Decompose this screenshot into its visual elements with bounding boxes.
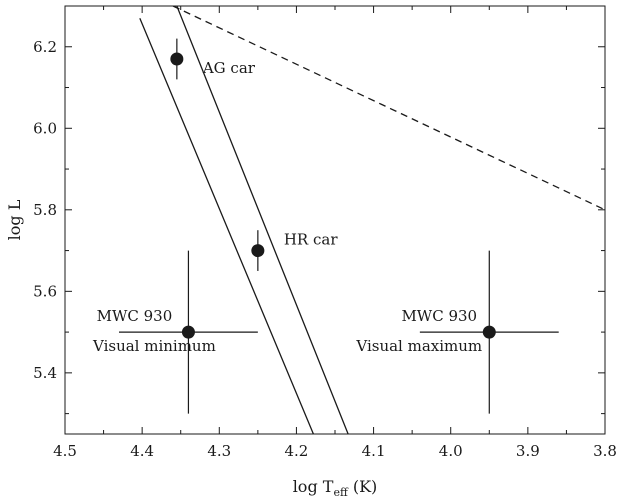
y-tick-label: 6.0 bbox=[33, 119, 57, 137]
point-label: HR car bbox=[284, 231, 338, 249]
point-label: MWC 930 bbox=[97, 307, 173, 325]
data-point bbox=[251, 244, 265, 258]
y-axis-title: log L bbox=[5, 199, 24, 240]
data-point bbox=[181, 325, 195, 339]
x-tick-label: 4.3 bbox=[207, 442, 231, 460]
solid-line bbox=[176, 6, 349, 434]
x-tick-label: 4.1 bbox=[362, 442, 386, 460]
x-tick-label: 3.9 bbox=[516, 442, 540, 460]
x-tick-label: 3.8 bbox=[593, 442, 617, 460]
x-tick-label: 4.4 bbox=[130, 442, 154, 460]
data-point bbox=[170, 52, 184, 66]
x-axis-title: log Teff (K) bbox=[293, 477, 378, 499]
point-label: MWC 930 bbox=[401, 307, 477, 325]
y-tick-label: 5.6 bbox=[33, 282, 57, 300]
y-tick-label: 5.8 bbox=[33, 201, 57, 219]
point-label: AG car bbox=[202, 59, 256, 77]
x-tick-label: 4.2 bbox=[284, 442, 308, 460]
point-label: Visual minimum bbox=[92, 337, 216, 355]
solid-line bbox=[139, 17, 314, 434]
point-label: Visual maximum bbox=[355, 337, 482, 355]
x-tick-label: 4.0 bbox=[439, 442, 463, 460]
plot-frame bbox=[64, 5, 606, 435]
x-tick-label: 4.5 bbox=[53, 442, 77, 460]
dashed-line bbox=[172, 6, 605, 211]
data-point bbox=[482, 325, 496, 339]
y-tick-label: 6.2 bbox=[33, 38, 57, 56]
y-tick-label: 5.4 bbox=[33, 364, 57, 382]
